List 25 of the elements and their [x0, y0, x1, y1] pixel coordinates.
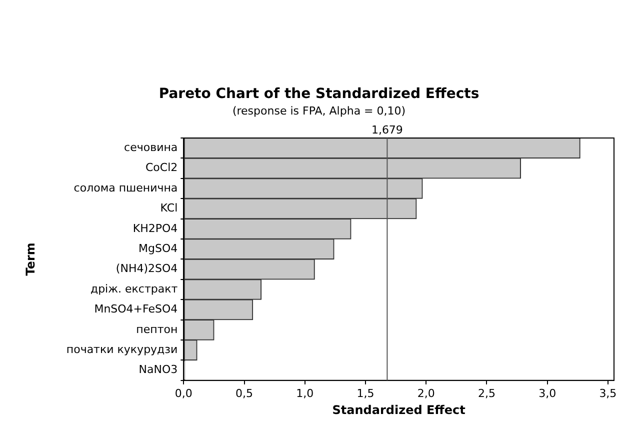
x-tick-label: 3,0 [538, 386, 556, 400]
y-tick-label: NaNO3 [138, 363, 178, 376]
x-tick-label: 1,0 [296, 386, 314, 400]
y-tick-label: пептон [136, 322, 178, 336]
y-tick-label: KH2PO4 [132, 222, 178, 235]
y-tick-label: сечовина [124, 140, 178, 154]
x-tick-label: 0,5 [236, 386, 254, 400]
y-tick-label: дріж. екстракт [90, 282, 178, 296]
x-tick-label: 0,0 [174, 386, 192, 400]
x-tick-label: 3,5 [599, 386, 617, 400]
y-tick-label: солома пшенична [74, 181, 178, 194]
x-axis-title: Standardized Effect [332, 402, 466, 417]
x-tick-label: 2,0 [417, 386, 435, 400]
x-tick-label: 2,5 [478, 386, 496, 400]
y-tick-label: MnSO4+FeSO4 [94, 302, 178, 316]
y-tick-label: (NH4)2SO4 [116, 262, 178, 276]
y-tick-label: початки кукурудзи [66, 342, 178, 356]
chart-subtitle: (response is FPA, Alpha = 0,10) [232, 104, 406, 118]
y-axis-title: Term [23, 242, 38, 276]
y-tick-label: KCl [160, 202, 178, 215]
x-tick-label: 1,5 [356, 386, 374, 400]
ref-line-label: 1,679 [371, 123, 403, 136]
y-tick-label: CoCl2 [146, 161, 178, 174]
chart-title: Pareto Chart of the Standardized Effects [158, 86, 480, 102]
y-tick-label: MgSO4 [138, 242, 178, 255]
